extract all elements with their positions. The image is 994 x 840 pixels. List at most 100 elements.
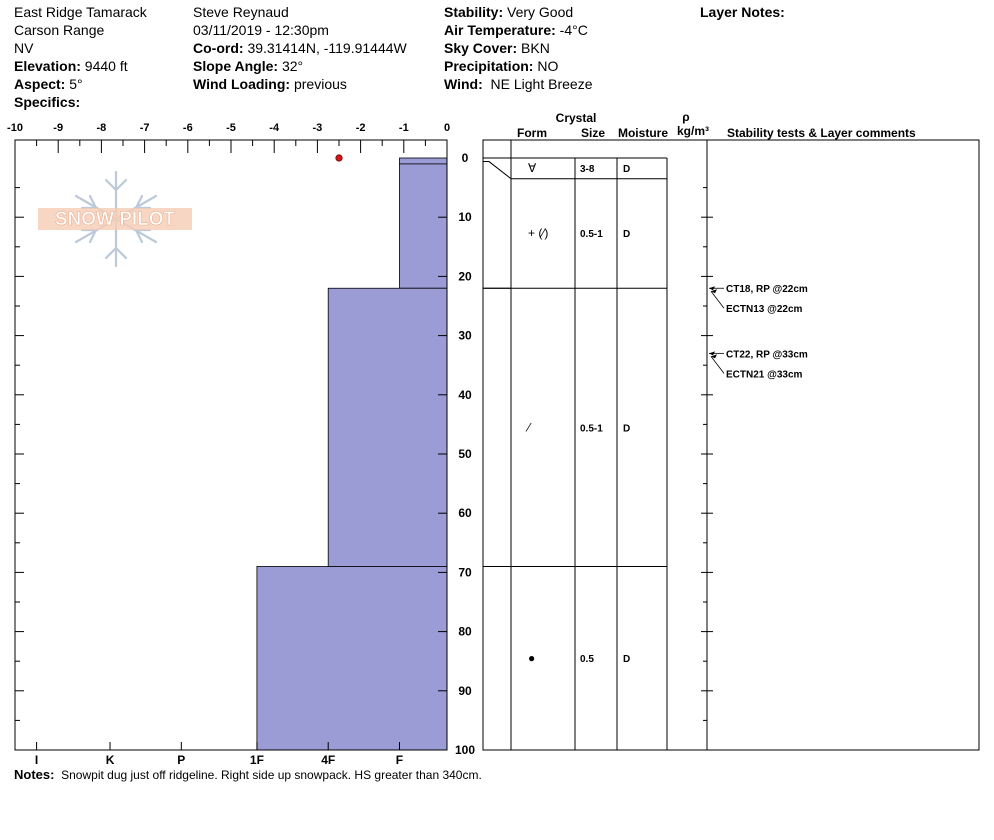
stability-row: Stability: Very Good — [444, 3, 592, 21]
rho-header: ρ — [682, 110, 689, 124]
stability-test-label: ECTN13 @22cm — [726, 304, 803, 315]
depth-tick-label: 10 — [458, 210, 472, 224]
temperature-tick-label: -4 — [269, 122, 280, 134]
elevation-value: 9440 ft — [84, 58, 128, 74]
hardness-profile — [256, 157, 448, 751]
depth-tick-label: 20 — [458, 269, 472, 283]
stability-label: Stability: — [444, 4, 504, 20]
notes-label: Notes: — [14, 767, 55, 782]
stability-comments-header: Stability tests & Layer comments — [727, 126, 916, 140]
header-conditions: Stability: Very Good Air Temperature: -4… — [444, 3, 592, 93]
depth-tick-label: 100 — [455, 743, 475, 757]
air-temp-value: -4°C — [559, 22, 588, 38]
layer-moisture: D — [623, 654, 630, 665]
stability-test-arrow — [710, 356, 725, 374]
stability-value: Very Good — [507, 4, 574, 20]
depth-tick-label: 80 — [458, 625, 472, 639]
hardness-tick-label: I — [35, 753, 38, 767]
aspect-label: Aspect: — [14, 76, 66, 92]
air-temp-row: Air Temperature: -4°C — [444, 21, 592, 39]
depth-tick-label: 30 — [458, 329, 472, 343]
hardness-tick-label: 4F — [321, 753, 335, 767]
stability-test-arrowhead — [711, 354, 717, 359]
wind-loading-value: previous — [293, 76, 347, 92]
chart-grid: -10 -9 -8 -7 -6 -5 -4 -3 -2 -1 0010203040506070809… — [7, 122, 475, 767]
stability-test-arrow — [710, 290, 725, 309]
hardness-tick-label: K — [106, 753, 115, 767]
stability-test-arrowhead — [709, 351, 715, 356]
depth-tick-label: 0 — [462, 151, 469, 165]
wind-loading-label: Wind Loading: — [193, 76, 291, 92]
stability-test-label: ECTN21 @33cm — [726, 369, 803, 380]
temperature-tick-label: -9 — [53, 122, 63, 134]
hardness-bar — [256, 566, 448, 751]
slope-row: Slope Angle: 32° — [193, 57, 407, 75]
coord-label: Co-ord: — [193, 40, 244, 56]
state: NV — [14, 40, 34, 56]
depth-tick-label: 40 — [458, 388, 472, 402]
layer-form: ∀ — [528, 161, 537, 175]
temperature-tick-label: -1 — [399, 122, 409, 134]
hardness-tick-label: F — [396, 753, 403, 767]
form-header: Form — [517, 126, 547, 140]
layer-size: 0.5-1 — [580, 229, 603, 240]
layers-table: ∀ 3-8 D + (⁄) 0.5-1 D ⁄ 0.5-1 D ● 0.5 D — [482, 139, 980, 751]
slope-label: Slope Angle: — [193, 58, 279, 74]
slope-value: 32° — [281, 58, 304, 74]
layer-form: + (⁄) — [528, 226, 548, 240]
snow-profile-chart: -10 -9 -8 -7 -6 -5 -4 -3 -2 -1 0010203040506070809… — [7, 110, 980, 767]
precip-value: NO — [537, 58, 559, 74]
table-frame — [482, 139, 980, 751]
temperature-point — [335, 154, 343, 162]
logo-text: SNOW PILOT — [55, 209, 176, 230]
air-temp-label: Air Temperature: — [444, 22, 556, 38]
table-header: Crystal Form Size Moisture ρ kg/m³ Stabi… — [517, 110, 916, 140]
layer-size: 0.5-1 — [580, 423, 603, 434]
coord-row: Co-ord: 39.31414N, -119.91444W — [193, 39, 407, 57]
layer-notes-label: Layer Notes: — [700, 4, 785, 20]
layer-moisture: D — [623, 164, 630, 175]
hardness-tick-label: P — [177, 753, 185, 767]
temperature-tick-label: -8 — [97, 122, 107, 134]
temperature-tick-label: -5 — [226, 122, 236, 134]
temperature-tick-label: 0 — [444, 122, 450, 134]
density-unit-header: kg/m³ — [677, 124, 709, 138]
layer-moisture: D — [623, 229, 630, 240]
precip-row: Precipitation: NO — [444, 57, 592, 75]
aspect-value: 5° — [69, 76, 83, 92]
elevation-row: Elevation: 9440 ft — [14, 57, 147, 75]
notes-row: Notes: Snowpit dug just off ridgeline. R… — [14, 767, 482, 782]
stability-test-arrowhead — [709, 286, 715, 291]
wind-row: Wind: NE Light Breeze — [444, 75, 592, 93]
location-name: East Ridge Tamarack — [14, 4, 147, 20]
wind-loading-row: Wind Loading: previous — [193, 75, 407, 93]
temperature-tick-label: -6 — [183, 122, 193, 134]
specifics-row: Specifics: — [14, 93, 147, 111]
layer-size: 3-8 — [580, 164, 595, 175]
snowpilot-logo: SNOW PILOT — [38, 170, 192, 268]
specifics-label: Specifics: — [14, 94, 81, 110]
depth-tick-label: 50 — [458, 447, 472, 461]
depth-tick-label: 70 — [458, 565, 472, 579]
sky-value: BKN — [521, 40, 550, 56]
temperature-tick-label: -2 — [356, 122, 366, 134]
stability-test-label: CT22, RP @33cm — [726, 349, 808, 360]
stability-tests: CT18, RP @22cm ECTN13 @22cm CT22, RP @33cm… — [709, 284, 808, 380]
moisture-header: Moisture — [618, 126, 668, 140]
hardness-bar — [399, 157, 448, 165]
header-layer-notes: Layer Notes: — [700, 3, 785, 21]
hardness-tick-label: 1F — [250, 753, 264, 767]
temperature-tick-label: -10 — [7, 122, 23, 134]
aspect-row: Aspect: 5° — [14, 75, 147, 93]
layer-form: ● — [528, 651, 535, 665]
elevation-label: Elevation: — [14, 58, 81, 74]
temperature-tick-label: -7 — [140, 122, 150, 134]
hardness-bar — [399, 163, 448, 289]
mountain-range: Carson Range — [14, 22, 105, 38]
sky-row: Sky Cover: BKN — [444, 39, 592, 57]
header-site-info: East Ridge Tamarack Carson Range NV Elev… — [14, 3, 147, 111]
stability-test-label: CT18, RP @22cm — [726, 284, 808, 295]
wind-value: NE Light Breeze — [490, 76, 593, 92]
coord-value: 39.31414N, -119.91444W — [247, 40, 407, 56]
temperature-tick-label: -3 — [313, 122, 323, 134]
